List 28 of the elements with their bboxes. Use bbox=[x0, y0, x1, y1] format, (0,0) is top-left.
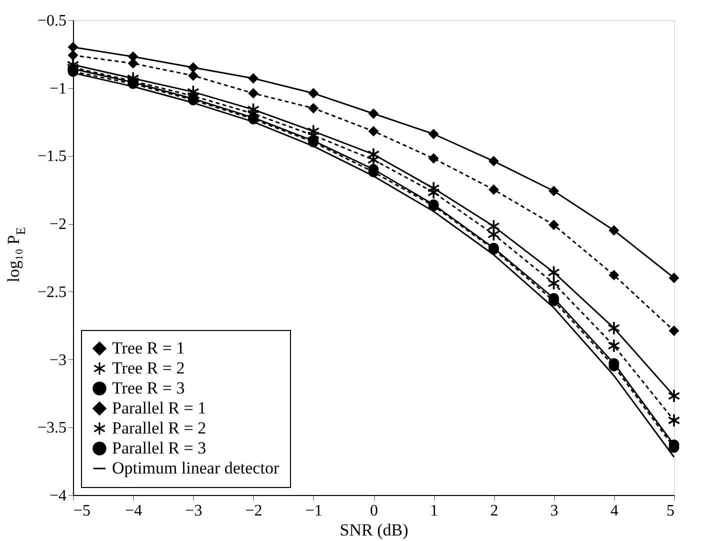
x-tick-label: 0 bbox=[370, 502, 378, 520]
x-axis-title: SNR (dB) bbox=[340, 520, 408, 540]
x-tick-label: 3 bbox=[550, 502, 558, 520]
x-tick-label: −2 bbox=[245, 502, 262, 520]
legend-label: Parallel R = 2 bbox=[112, 418, 206, 438]
x-tick-label: 4 bbox=[610, 502, 618, 520]
y-tick-label: −2.5 bbox=[37, 284, 66, 301]
x-tick-label: 2 bbox=[490, 502, 498, 520]
legend-label: Parallel R = 1 bbox=[112, 398, 206, 418]
y-tick-label: −0.5 bbox=[37, 12, 66, 30]
y-tick-label: −2 bbox=[49, 216, 66, 234]
x-tick-label: −4 bbox=[125, 502, 142, 520]
x-tick-label: −3 bbox=[185, 502, 202, 520]
legend-label: Tree R = 2 bbox=[112, 358, 185, 378]
legend-label: Optimum linear detector bbox=[112, 458, 280, 478]
y-tick-label: −3.5 bbox=[37, 420, 66, 437]
legend-label: Tree R = 3 bbox=[112, 378, 185, 398]
x-tick-label: −1 bbox=[305, 502, 322, 520]
legend-label: Parallel R = 3 bbox=[112, 438, 206, 458]
y-tick-label: −4 bbox=[49, 488, 66, 504]
y-tick-label: −1 bbox=[49, 80, 66, 98]
x-tick-label: −5 bbox=[74, 502, 91, 520]
legend-label: Tree R = 1 bbox=[112, 338, 185, 358]
x-tick-label: 1 bbox=[430, 502, 438, 520]
y-tick-label: −1.5 bbox=[37, 148, 66, 166]
y-tick-label: −3 bbox=[49, 352, 66, 369]
x-tick-label: 5 bbox=[666, 502, 674, 520]
y-axis-title: log₁₀ PE bbox=[4, 227, 28, 282]
